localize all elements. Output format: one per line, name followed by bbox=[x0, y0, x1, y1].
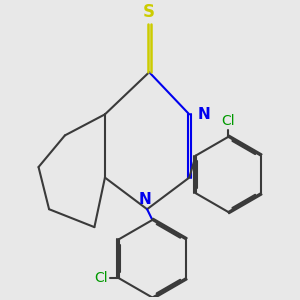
Text: Cl: Cl bbox=[221, 114, 235, 128]
Text: N: N bbox=[198, 107, 211, 122]
Text: N: N bbox=[138, 192, 151, 207]
Text: S: S bbox=[143, 3, 155, 21]
Text: Cl: Cl bbox=[94, 271, 108, 285]
